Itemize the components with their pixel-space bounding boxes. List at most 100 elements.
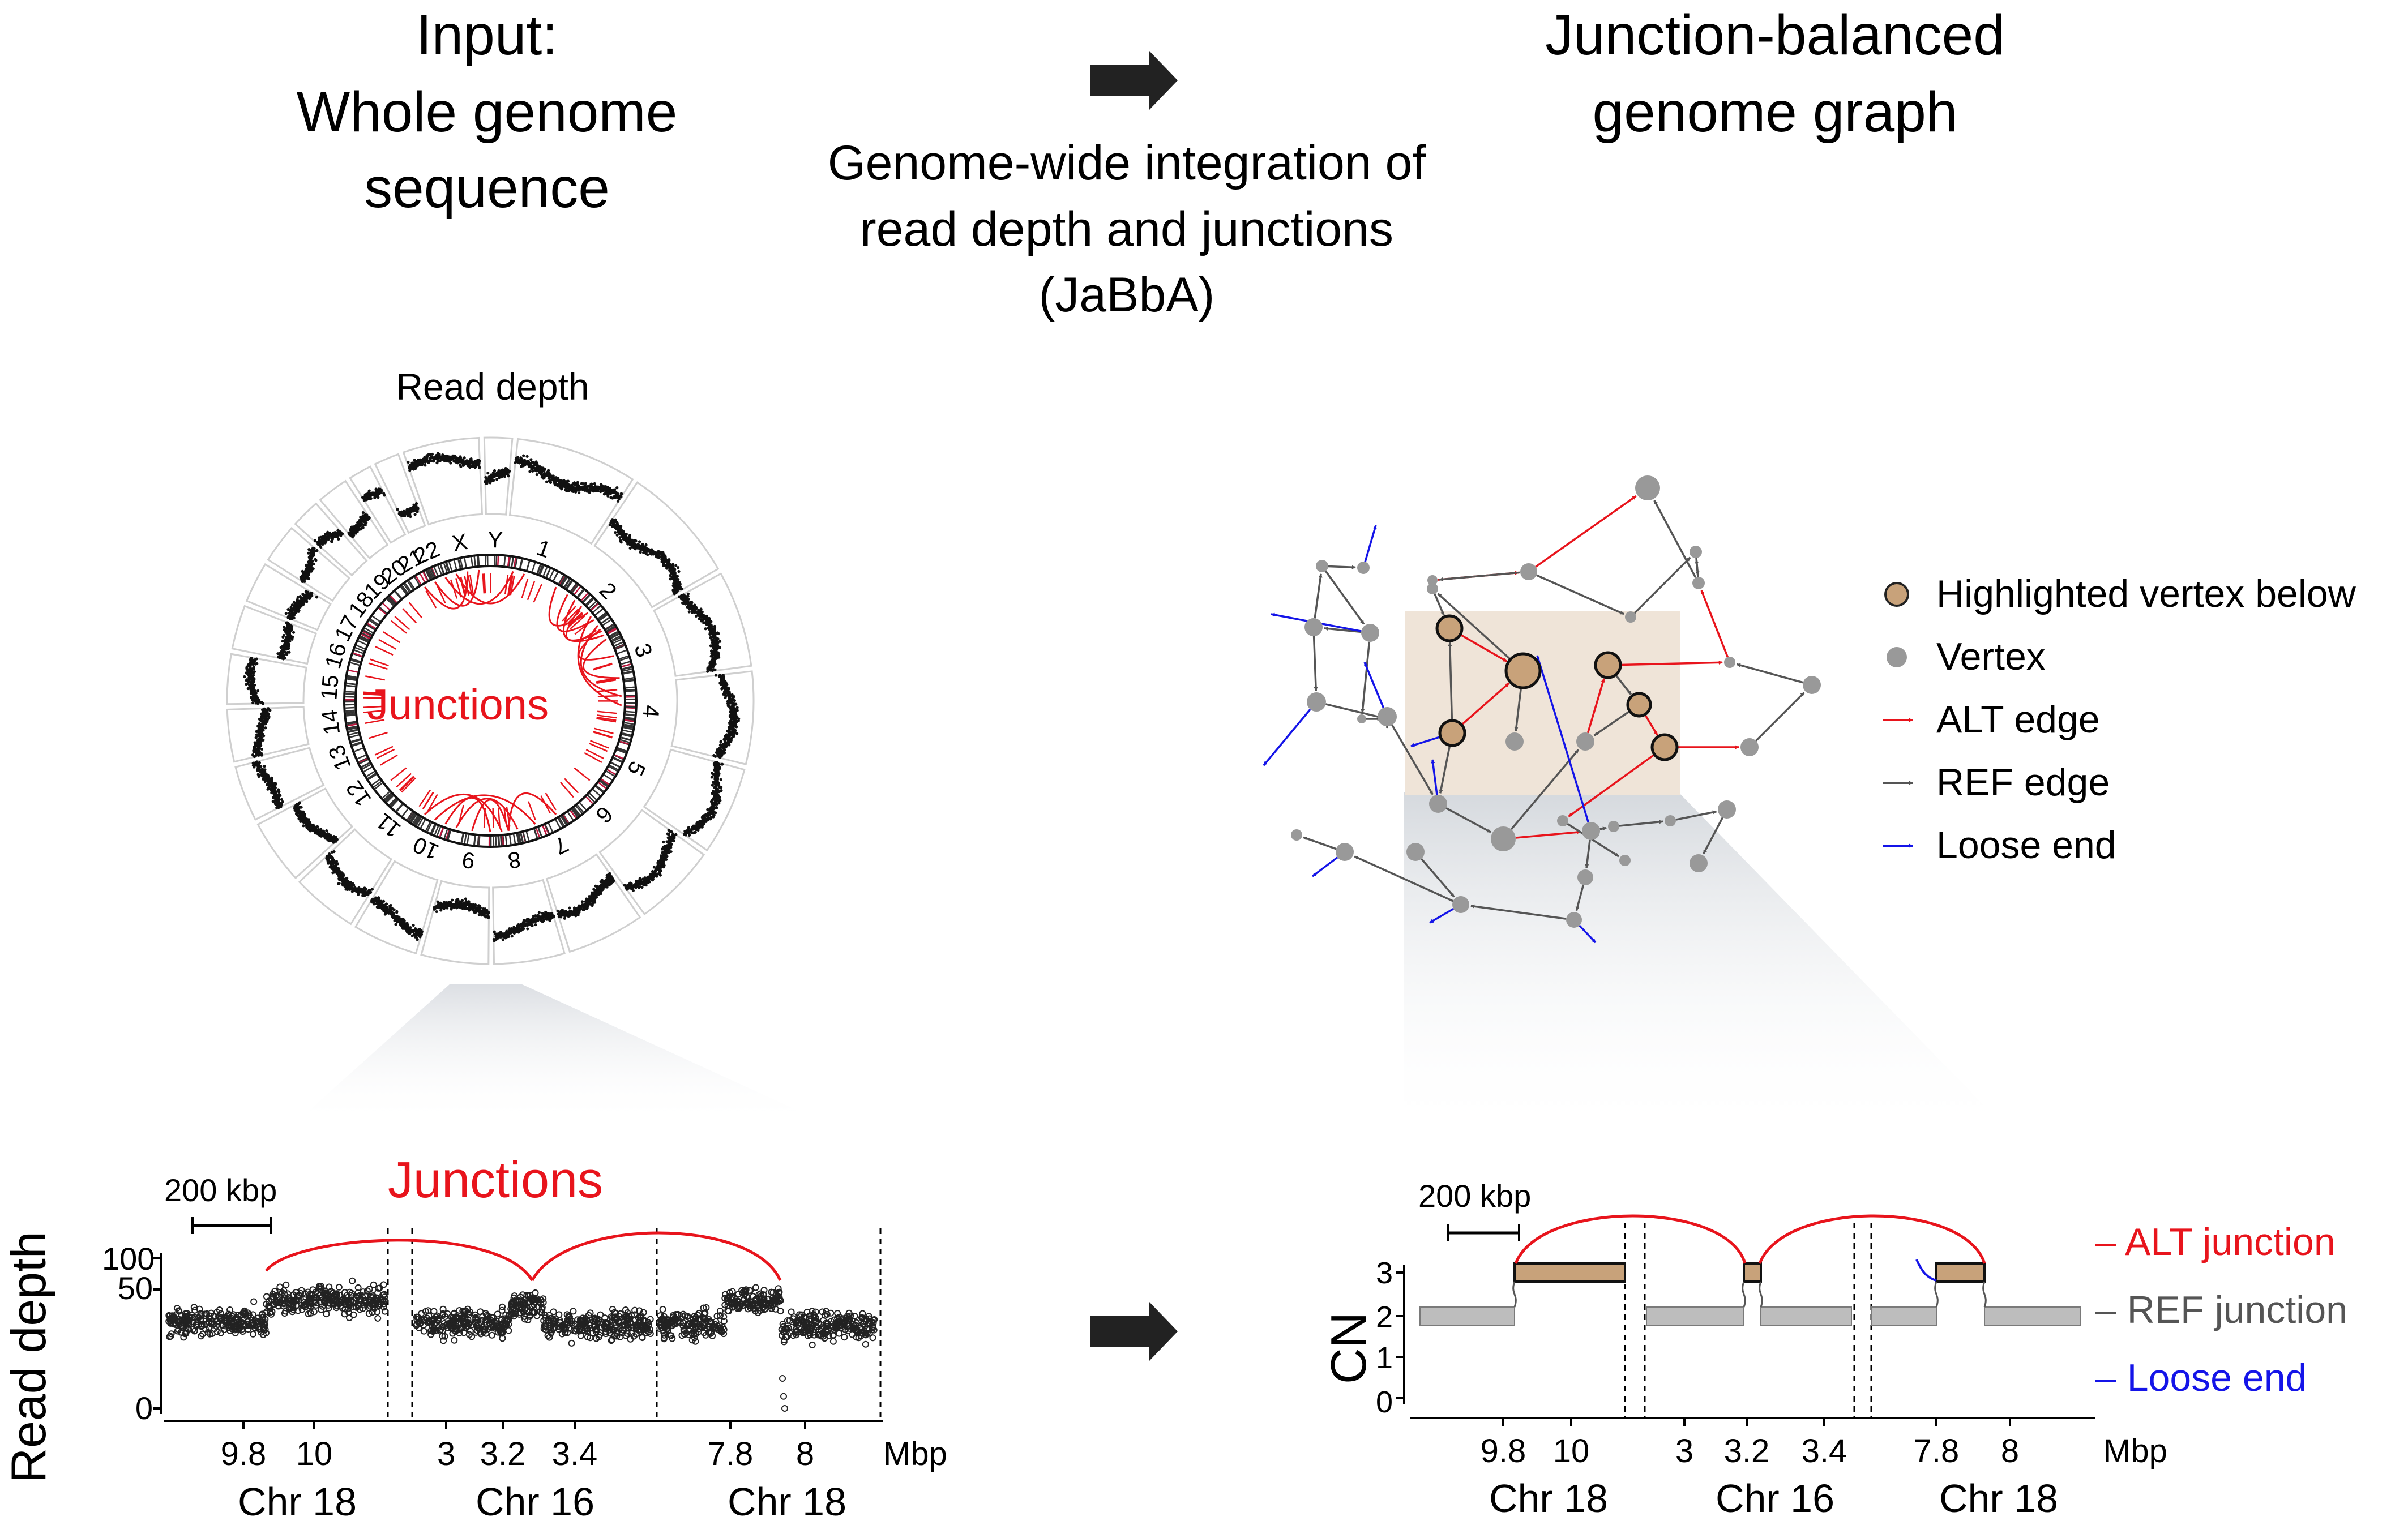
depth-point bbox=[616, 499, 620, 503]
ideogram-band bbox=[464, 834, 467, 844]
ideogram-band bbox=[519, 559, 523, 569]
depth-point bbox=[251, 761, 255, 765]
right-legend-alt: – ALT junction bbox=[2095, 1220, 2336, 1263]
depth-point bbox=[493, 930, 496, 933]
right-ytick-2: 2 bbox=[1375, 1300, 1393, 1334]
left-ytick-0: 0 bbox=[135, 1390, 153, 1426]
ideogram-band bbox=[401, 808, 409, 817]
depth-point bbox=[719, 778, 722, 781]
depth-point bbox=[735, 725, 738, 729]
depth-point bbox=[662, 840, 665, 844]
left-p2-tick-3: 3.4 bbox=[551, 1436, 598, 1472]
depth-point bbox=[412, 923, 415, 927]
depth-point bbox=[292, 631, 296, 634]
depth-point bbox=[459, 465, 463, 468]
ideogram-band bbox=[348, 669, 358, 673]
depth-point bbox=[531, 469, 534, 473]
depth-point bbox=[735, 732, 739, 735]
depth-point bbox=[469, 457, 473, 461]
depth-point bbox=[666, 832, 669, 836]
left-p2-chrom: Chr 16 bbox=[475, 1480, 595, 1524]
depth-point bbox=[537, 911, 541, 914]
depth-point bbox=[424, 464, 427, 467]
depth-point bbox=[652, 866, 656, 869]
depth-point bbox=[724, 696, 727, 699]
depth-point bbox=[435, 910, 438, 914]
left-zoom-wedge bbox=[294, 984, 827, 1124]
depth-point bbox=[638, 540, 641, 543]
depth-point bbox=[388, 904, 392, 908]
depth-point bbox=[463, 456, 466, 460]
ideogram-band bbox=[592, 789, 601, 796]
depth-point bbox=[282, 633, 286, 637]
depth-point bbox=[614, 530, 617, 534]
depth-point bbox=[501, 938, 504, 941]
depth-point bbox=[728, 743, 731, 747]
depth-point bbox=[330, 850, 334, 854]
depth-point bbox=[315, 596, 319, 599]
method-line3: (JaBbA) bbox=[1038, 268, 1215, 322]
right-zoom-wedge bbox=[1404, 792, 2016, 1138]
depth-point bbox=[507, 469, 511, 473]
depth-point bbox=[314, 558, 317, 561]
ideogram-band bbox=[471, 557, 473, 567]
depth-point bbox=[251, 753, 255, 757]
depth-point bbox=[478, 459, 481, 463]
depth-point bbox=[253, 670, 256, 674]
depth-point bbox=[588, 491, 591, 494]
ideogram-band bbox=[623, 729, 632, 733]
ideogram-band bbox=[624, 722, 634, 725]
depth-point bbox=[311, 567, 315, 571]
circos-depth-frame bbox=[420, 880, 490, 965]
right-ytick-3: 3 bbox=[1375, 1256, 1393, 1290]
depth-point bbox=[534, 923, 537, 927]
legend-ref-edge-label: REF edge bbox=[1936, 761, 2110, 804]
ideogram-band bbox=[553, 572, 559, 581]
ideogram-band bbox=[502, 836, 504, 846]
depth-point bbox=[396, 508, 399, 511]
depth-point bbox=[430, 452, 434, 456]
output-title-line1: Junction-balanced bbox=[1545, 3, 2005, 67]
depth-point bbox=[608, 883, 611, 887]
depth-point bbox=[535, 473, 538, 477]
depth-point bbox=[365, 521, 368, 525]
depth-point bbox=[687, 833, 691, 837]
depth-point bbox=[379, 488, 383, 492]
depth-point bbox=[625, 888, 628, 891]
depth-point bbox=[382, 492, 386, 495]
depth-point bbox=[302, 824, 305, 828]
depth-point bbox=[332, 835, 336, 838]
depth-point bbox=[258, 722, 261, 725]
right-p3-tick-2: 8 bbox=[2000, 1433, 2020, 1470]
left-junctions-label: Junctions bbox=[387, 1152, 604, 1209]
depth-point bbox=[246, 687, 250, 691]
depth-point bbox=[341, 532, 344, 535]
ideogram-band bbox=[460, 833, 464, 843]
depth-point bbox=[262, 738, 265, 742]
depth-point bbox=[285, 621, 289, 624]
left-p3-chrom: Chr 18 bbox=[727, 1480, 847, 1524]
left-p2-tick-1: 3 bbox=[437, 1436, 456, 1472]
depth-point bbox=[477, 913, 481, 916]
depth-point bbox=[311, 559, 314, 563]
depth-point bbox=[646, 553, 649, 556]
depth-point bbox=[454, 900, 457, 903]
right-legend-loose: – Loose end bbox=[2095, 1356, 2307, 1399]
depth-point bbox=[251, 701, 255, 705]
depth-point bbox=[365, 513, 369, 517]
depth-point bbox=[263, 707, 266, 710]
depth-point bbox=[718, 756, 722, 759]
depth-point bbox=[713, 668, 717, 671]
ideogram-band bbox=[357, 754, 366, 760]
right-p1-tick-1: 9.8 bbox=[1480, 1433, 1526, 1470]
depth-point bbox=[413, 513, 417, 516]
depth-point bbox=[542, 476, 546, 479]
depth-point bbox=[433, 906, 436, 909]
right-scale-bar-label: 200 kbp bbox=[1418, 1178, 1532, 1214]
depth-point bbox=[596, 489, 600, 492]
right-p3-tick-1: 7.8 bbox=[1913, 1433, 1960, 1470]
depth-point bbox=[677, 578, 680, 581]
left-p1-tick-1: 9.8 bbox=[220, 1436, 267, 1472]
right-ytick-1: 1 bbox=[1375, 1341, 1393, 1375]
